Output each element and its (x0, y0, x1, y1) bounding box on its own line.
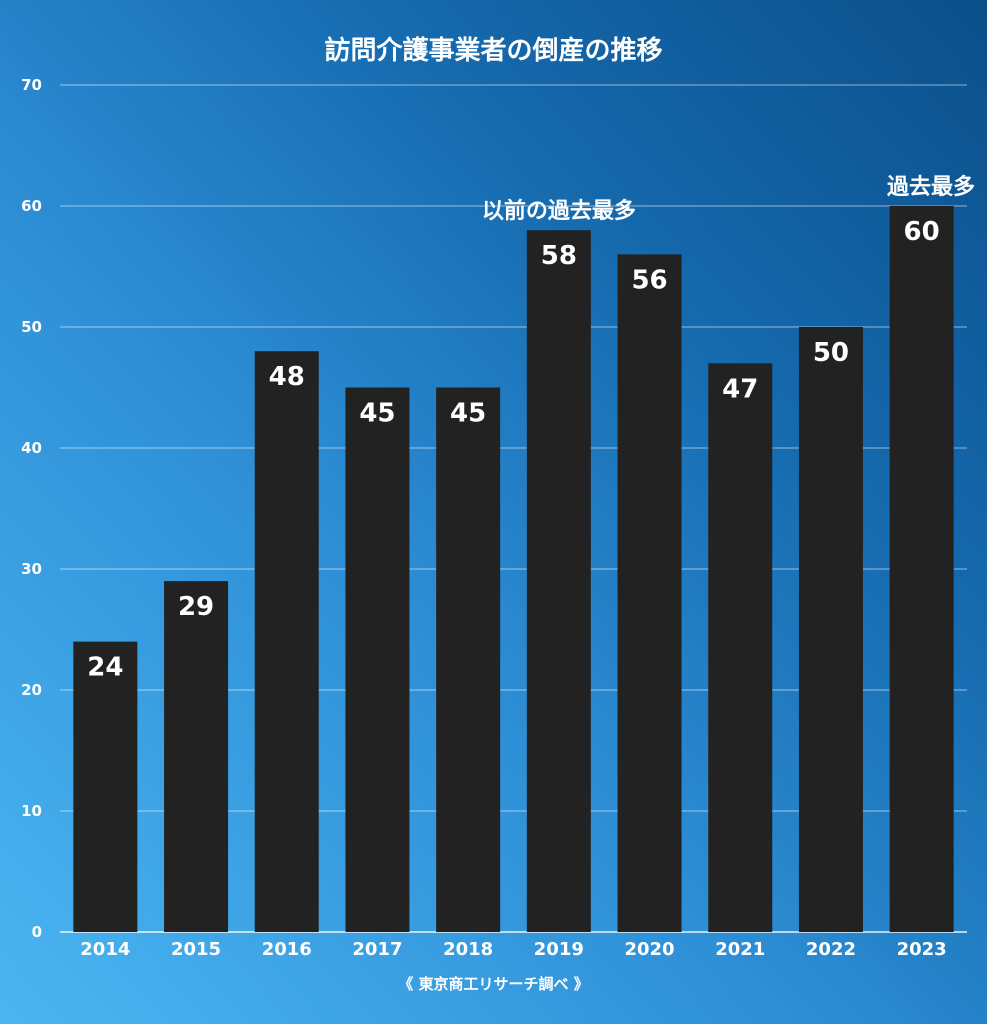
data-label: 60 (904, 217, 940, 247)
data-label: 58 (541, 241, 577, 271)
bar (708, 363, 773, 932)
x-tick-label: 2020 (624, 939, 674, 960)
y-tick-label: 50 (21, 318, 42, 336)
chart-title: 訪問介護事業者の倒産の推移 (324, 36, 663, 66)
y-tick-label: 10 (21, 802, 42, 820)
x-tick-label: 2016 (262, 939, 312, 960)
x-tick-label: 2018 (443, 939, 493, 960)
y-tick-label: 0 (32, 923, 42, 941)
data-label: 45 (450, 399, 486, 429)
y-tick-label: 20 (21, 681, 42, 699)
bar (798, 327, 863, 932)
bar (254, 351, 319, 932)
data-label: 50 (813, 338, 849, 368)
bar (345, 387, 410, 932)
data-label: 24 (87, 653, 123, 683)
annotation-label: 以前の過去最多 (482, 198, 636, 224)
data-label: 29 (178, 592, 214, 622)
source-note: 《 東京商工リサーチ調べ 》 (398, 975, 589, 993)
x-tick-label: 2022 (806, 939, 856, 960)
bar (164, 581, 229, 932)
bar (436, 387, 501, 932)
y-tick-label: 70 (21, 76, 42, 94)
x-tick-label: 2017 (352, 939, 402, 960)
y-tick-label: 30 (21, 560, 42, 578)
bar (73, 641, 138, 932)
x-tick-label: 2014 (80, 939, 130, 960)
x-tick-label: 2023 (897, 939, 947, 960)
x-tick-label: 2019 (534, 939, 584, 960)
annotation-label: 過去最多 (887, 174, 975, 200)
x-tick-label: 2015 (171, 939, 221, 960)
bar (526, 230, 591, 932)
data-label: 45 (359, 399, 395, 429)
x-tick-label: 2021 (715, 939, 765, 960)
bar (889, 206, 954, 932)
data-label: 48 (269, 362, 305, 392)
data-label: 47 (722, 374, 758, 404)
y-tick-label: 60 (21, 197, 42, 215)
bar (617, 254, 682, 932)
y-tick-label: 40 (21, 439, 42, 457)
data-label: 56 (631, 265, 667, 295)
